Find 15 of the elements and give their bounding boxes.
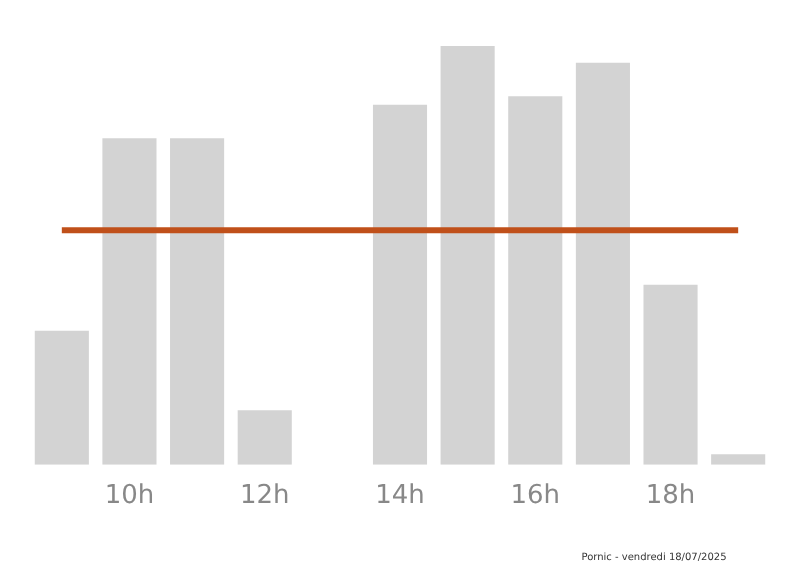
bar (372, 104, 428, 465)
x-tick-label: 10h (104, 481, 155, 512)
bar (170, 138, 225, 465)
bar (237, 410, 292, 465)
x-tick-label: 18h (645, 481, 696, 512)
x-tick-label: 12h (239, 481, 290, 512)
bar (711, 454, 766, 465)
bar (34, 330, 89, 465)
bar (102, 138, 157, 465)
x-tick-label: 16h (510, 481, 561, 512)
x-tick-label: 14h (375, 481, 425, 512)
bar (643, 284, 698, 465)
bar (508, 96, 563, 465)
bar (575, 62, 630, 465)
bar (440, 46, 495, 465)
